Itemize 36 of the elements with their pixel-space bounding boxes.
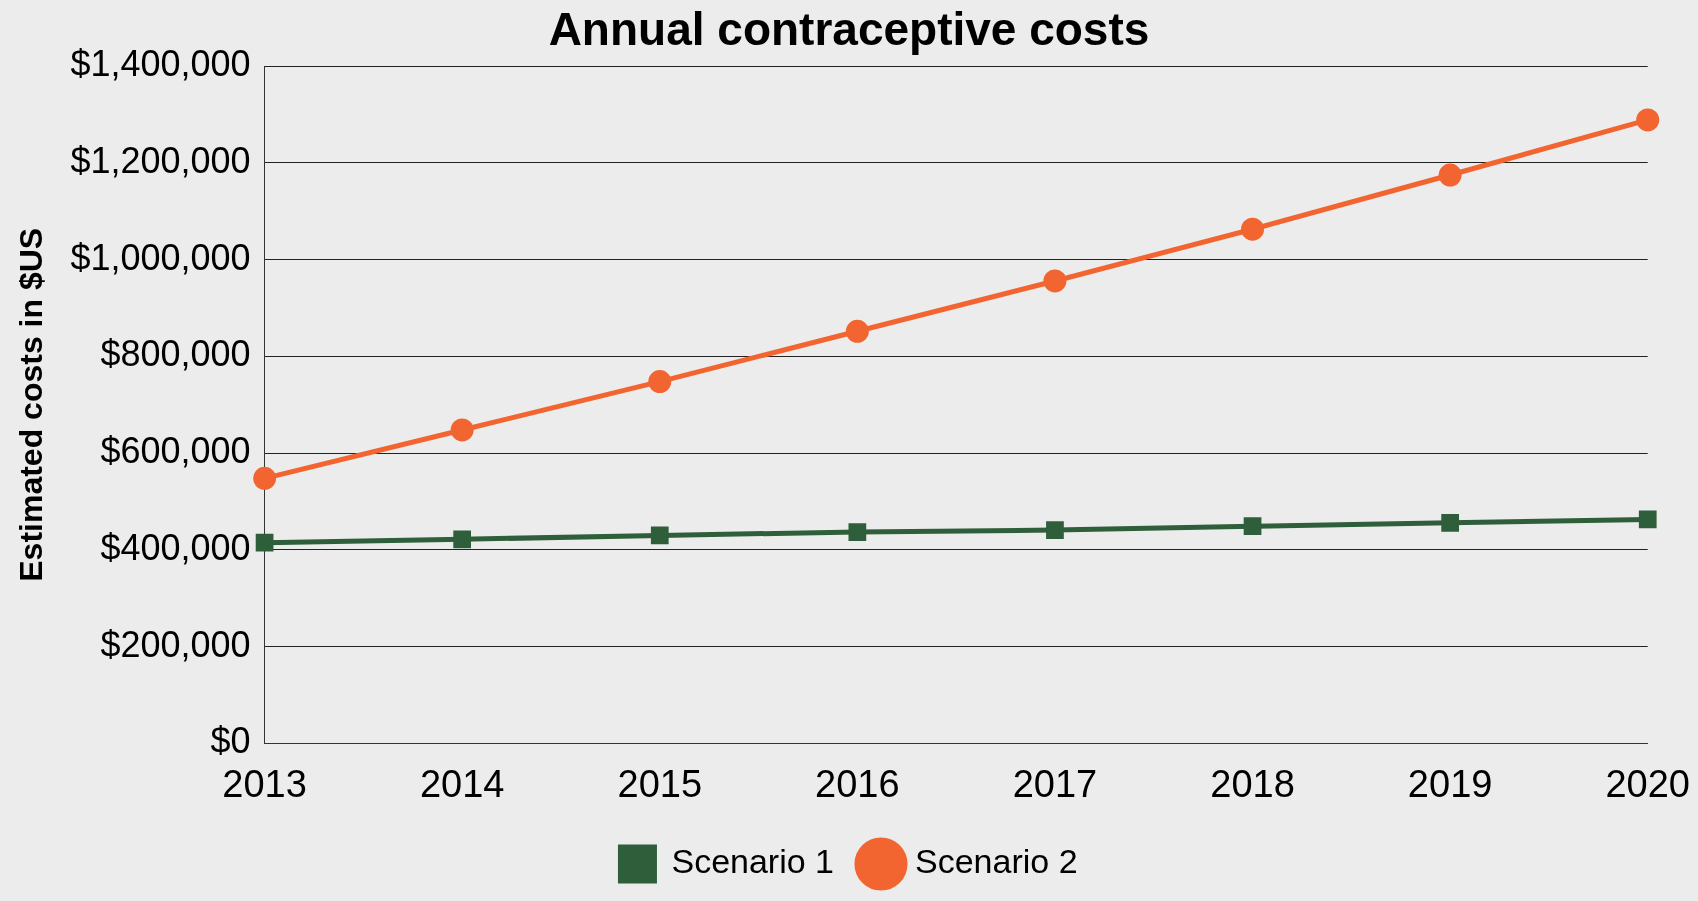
point [845, 319, 869, 343]
point [450, 418, 474, 442]
x-tick-label: 2020 [1605, 762, 1691, 805]
y-tick-label: $1,200,000 [70, 139, 251, 181]
chart-title: Annual contraceptive costs [548, 3, 1150, 56]
y-tick-label: $600,000 [100, 430, 251, 472]
point [650, 526, 669, 545]
point [1241, 217, 1265, 241]
y-tick-label: $0 [210, 720, 251, 762]
x-tick-label: 2014 [419, 762, 505, 805]
x-tick-label: 2013 [222, 762, 307, 805]
x-tick-label: 2016 [815, 762, 900, 805]
point [1438, 163, 1462, 187]
point [253, 466, 277, 490]
y-tick-label: $800,000 [100, 333, 251, 375]
point [1243, 517, 1262, 536]
point [1638, 510, 1657, 529]
x-tick-label: 2017 [1012, 762, 1098, 805]
legend-label: Scenario 2 [915, 842, 1078, 881]
legend-label: Scenario 1 [671, 842, 834, 881]
point [1441, 513, 1459, 532]
point [1636, 108, 1660, 132]
y-tick-label: $1,400,000 [70, 43, 251, 85]
y-axis-title: Estimated costs in $US [13, 227, 50, 582]
point [1043, 269, 1067, 293]
point [648, 370, 672, 394]
point [1046, 521, 1064, 539]
point [848, 523, 867, 541]
y-tick-label: $1,000,000 [70, 236, 251, 278]
y-tick-label: $200,000 [100, 623, 251, 665]
y-tick-label: $400,000 [100, 526, 251, 568]
x-tick-label: 2018 [1210, 762, 1295, 805]
x-tick-label: 2019 [1407, 762, 1493, 805]
point [255, 533, 274, 552]
x-tick-label: 2015 [617, 762, 703, 805]
point [453, 530, 472, 549]
